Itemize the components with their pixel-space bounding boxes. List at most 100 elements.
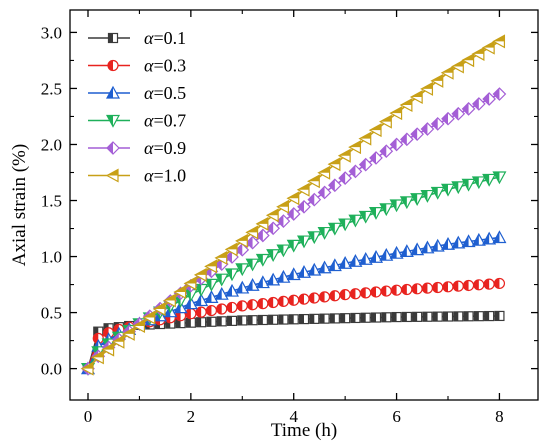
data-point <box>421 282 434 294</box>
data-point <box>101 342 115 357</box>
data-point <box>492 230 507 244</box>
data-point <box>420 189 435 203</box>
data-point <box>194 293 209 307</box>
data-point <box>216 303 228 315</box>
data-point <box>380 285 392 297</box>
data-point <box>461 53 475 68</box>
data-point <box>307 231 322 245</box>
x-tick-label: 0 <box>84 407 93 426</box>
y-tick-label: 1.0 <box>41 248 62 267</box>
data-point <box>204 259 218 274</box>
data-point <box>276 199 290 214</box>
legend-marker <box>107 32 119 44</box>
legend-item: α=0.5 <box>88 83 186 103</box>
data-point <box>307 192 322 207</box>
data-point <box>360 312 371 323</box>
legend-marker <box>107 59 119 72</box>
data-point <box>297 199 311 214</box>
data-point <box>317 226 332 240</box>
data-point <box>224 283 240 297</box>
data-point <box>288 294 300 306</box>
data-point <box>451 235 466 249</box>
data-point <box>204 278 219 292</box>
data-point <box>268 314 279 325</box>
data-point <box>226 315 238 326</box>
data-point <box>266 272 281 286</box>
data-point <box>298 293 310 305</box>
data-point <box>430 73 444 88</box>
data-point <box>481 40 495 55</box>
x-tick-label: 2 <box>187 407 196 426</box>
data-point <box>224 242 238 257</box>
data-point <box>318 291 331 303</box>
data-point <box>390 284 403 296</box>
data-point <box>389 137 404 152</box>
data-point <box>245 258 260 272</box>
data-point <box>494 310 505 322</box>
data-point <box>473 311 484 322</box>
data-point <box>461 101 476 116</box>
data-point <box>266 221 280 236</box>
data-point <box>91 350 104 365</box>
data-point <box>267 296 279 309</box>
legend-item: α=1.0 <box>88 166 186 186</box>
data-point <box>430 117 445 131</box>
legend-marker <box>105 114 121 128</box>
data-point <box>317 260 332 274</box>
data-point <box>286 191 300 206</box>
data-point <box>430 238 445 252</box>
data-point <box>391 311 402 323</box>
data-point <box>410 242 425 256</box>
data-point <box>483 278 495 290</box>
data-point <box>265 208 279 223</box>
series-2 <box>82 277 506 375</box>
data-point <box>80 361 94 376</box>
data-point <box>482 92 496 106</box>
data-point <box>205 304 218 317</box>
data-point <box>266 249 281 263</box>
data-point <box>358 157 373 172</box>
legend-value: =1.0 <box>153 166 186 186</box>
data-point <box>327 157 341 172</box>
data-point <box>163 293 176 308</box>
data-point <box>441 111 455 126</box>
y-tick-label: 0.0 <box>41 360 62 379</box>
data-point <box>420 81 434 96</box>
data-point <box>307 262 322 276</box>
x-tick-label: 8 <box>495 407 504 426</box>
data-point <box>463 311 474 322</box>
data-point <box>204 290 219 303</box>
data-point <box>296 235 312 249</box>
data-point <box>492 87 507 101</box>
data-point <box>329 290 341 302</box>
legend-label: α=0.5 <box>144 83 186 103</box>
data-point <box>471 232 486 246</box>
data-point <box>255 253 270 267</box>
data-point <box>440 65 454 80</box>
data-point <box>370 312 382 323</box>
data-point <box>348 164 363 179</box>
data-point <box>420 240 435 254</box>
y-tick-label: 3.0 <box>41 23 62 42</box>
data-point <box>111 334 125 349</box>
data-point <box>399 244 414 257</box>
data-point <box>379 203 394 217</box>
data-point <box>328 178 342 193</box>
data-point <box>348 214 363 228</box>
data-point <box>410 193 425 206</box>
legend-alpha: α <box>144 28 154 48</box>
data-point <box>235 233 248 248</box>
data-point <box>461 234 476 248</box>
data-point <box>348 254 363 267</box>
data-point <box>309 313 320 324</box>
data-point <box>484 310 495 322</box>
data-point <box>358 251 373 265</box>
data-point <box>471 46 485 61</box>
data-point <box>307 174 320 189</box>
data-point <box>185 308 197 320</box>
data-point <box>286 267 301 281</box>
data-point <box>399 98 413 113</box>
data-point <box>473 279 485 291</box>
data-point <box>257 314 268 326</box>
